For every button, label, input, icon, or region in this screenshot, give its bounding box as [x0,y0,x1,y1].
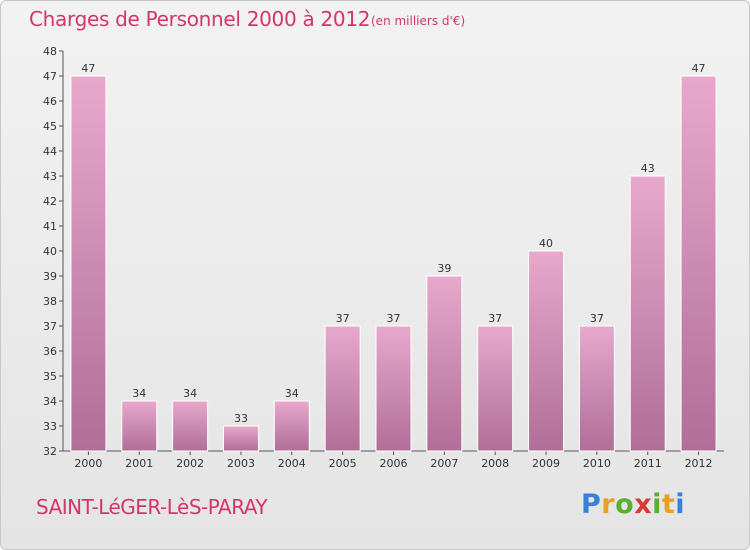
data-label: 37 [590,312,604,325]
y-tick-label: 47 [43,70,57,83]
y-tick-label: 40 [43,245,57,258]
data-label: 40 [539,237,553,250]
y-tick-label: 48 [43,45,57,58]
bar [528,250,565,452]
logo-letter: i [675,489,686,520]
x-tick-label: 2011 [634,457,662,470]
bar [375,325,412,452]
y-tick-label: 38 [43,295,57,308]
data-label: 37 [336,312,350,325]
proxiti-logo[interactable]: Proxiti [581,489,685,520]
bar [680,75,717,452]
x-tick-label: 2008 [481,457,509,470]
x-tick-label: 2012 [685,457,713,470]
bar [70,75,107,452]
data-label: 37 [488,312,502,325]
x-tick-label: 2004 [278,457,306,470]
y-tick-label: 45 [43,120,57,133]
y-tick-label: 32 [43,445,57,458]
bar [629,175,666,452]
y-tick-label: 44 [43,145,57,158]
bar [273,400,310,452]
commune-name: SAINT-LéGER-LèS-PARAY [36,495,268,519]
bar [477,325,514,452]
x-tick-label: 2010 [583,457,611,470]
x-tick-label: 2006 [380,457,408,470]
y-tick-label: 36 [43,345,57,358]
logo-letter: o [615,489,635,520]
y-tick-label: 39 [43,270,57,283]
y-tick-label: 33 [43,420,57,433]
logo-letter: P [581,489,602,520]
y-tick-label: 43 [43,170,57,183]
x-tick-label: 2002 [176,457,204,470]
bar [426,275,463,452]
chart-title: Charges de Personnel 2000 à 2012 [29,7,371,31]
x-tick-label: 2009 [532,457,560,470]
y-tick-label: 37 [43,320,57,333]
bar [121,400,158,452]
bar [222,425,259,452]
logo-letter: t [661,489,676,520]
data-label: 34 [183,387,197,400]
y-tick-label: 35 [43,370,57,383]
data-label: 34 [285,387,299,400]
data-label: 47 [692,62,706,75]
x-tick-label: 2001 [125,457,153,470]
y-tick-label: 46 [43,95,57,108]
x-tick-label: 2000 [74,457,102,470]
data-label: 34 [132,387,146,400]
y-tick-label: 41 [43,220,57,233]
bar [578,325,615,452]
logo-letter: x [634,489,653,520]
x-tick-label: 2007 [430,457,458,470]
bar [324,325,361,452]
chart-subtitle: (en milliers d'€) [371,14,466,28]
data-label: 43 [641,162,655,175]
data-label: 33 [234,412,248,425]
y-tick-label: 42 [43,195,57,208]
y-tick-label: 34 [43,395,57,408]
x-tick-label: 2005 [329,457,357,470]
data-label: 39 [437,262,451,275]
bar [172,400,209,452]
logo-letter: r [601,489,616,520]
data-label: 37 [387,312,401,325]
logo-letter: i [652,489,662,520]
x-tick-label: 2003 [227,457,255,470]
data-label: 47 [81,62,95,75]
